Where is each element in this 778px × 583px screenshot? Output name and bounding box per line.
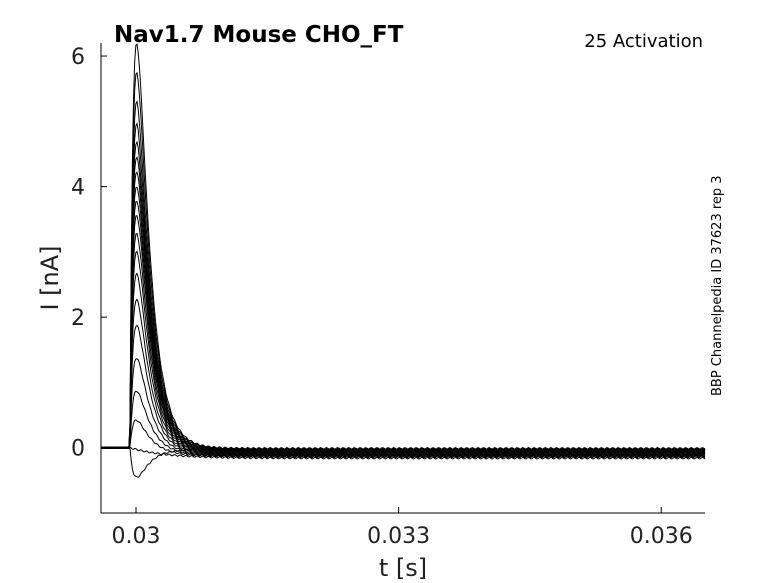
current-trace: [100, 171, 706, 452]
current-trace: [100, 71, 706, 451]
current-trace: [101, 272, 706, 455]
current-trace: [100, 186, 706, 453]
x-tick-label: 0.036: [630, 524, 693, 549]
current-trace: [100, 155, 706, 452]
current-trace: [100, 100, 706, 451]
current-trace: [100, 43, 706, 450]
y-tick-label: 4: [71, 176, 85, 201]
y-axis-label: I [nA]: [36, 245, 64, 310]
x-ticks: 0.03 0.033 0.036: [112, 507, 693, 549]
x-tick-label: 0.03: [112, 524, 161, 549]
y-tick-label: 0: [71, 437, 85, 462]
y-ticks: 0 2 4 6: [71, 45, 107, 462]
current-trace: [100, 250, 706, 455]
current-trace: [100, 298, 706, 456]
current-trace: [100, 200, 706, 453]
current-trace: [100, 215, 706, 453]
chart-title: Nav1.7 Mouse CHO_FT: [114, 22, 404, 48]
current-trace: [100, 419, 706, 459]
current-trace: [100, 232, 706, 454]
current-trace: [100, 121, 706, 452]
x-tick-label: 0.033: [367, 524, 430, 549]
y-tick-label: 2: [71, 306, 85, 331]
current-trace: [100, 446, 706, 460]
plot-lines: [100, 43, 706, 478]
chart-subtitle: 25 Activation: [584, 31, 703, 52]
current-trace: [100, 390, 706, 458]
current-trace: [100, 324, 706, 457]
channelpedia-id-note: BBP Channelpedia ID 37623 rep 3: [710, 175, 725, 396]
current-trace: [100, 140, 706, 452]
x-axis-label: t [s]: [379, 554, 427, 582]
y-tick-label: 6: [71, 45, 85, 70]
